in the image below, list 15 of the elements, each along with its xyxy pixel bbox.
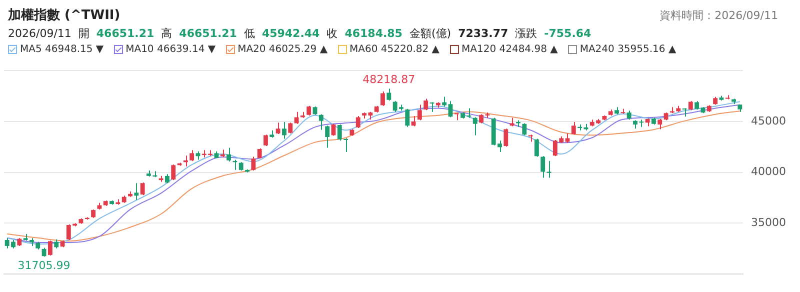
- legend-label: MA120 42484.98 ▲: [462, 44, 558, 55]
- text: 2026/09/11 開 46651.21 高 46651.21 低 45942.44 收 46184.85 金額(億) 7233.77 漲跌 -755.64: [8, 27, 592, 40]
- annotation: 31705.99: [18, 259, 70, 272]
- legend-label: MA240 35955.16 ▲: [580, 44, 676, 55]
- annotation: 48218.87: [362, 73, 416, 86]
- y-tick-label: 45000: [751, 114, 786, 128]
- legend-label: MA20 46025.29 ▲: [238, 44, 328, 55]
- legend-label: MA5 46948.15 ▼: [20, 44, 104, 55]
- chart-title: 加權指數 (^TWII): [8, 7, 120, 24]
- legend-label: MA10 46639.14 ▼: [126, 44, 216, 55]
- y-tick-label: 40000: [751, 165, 786, 178]
- candlestick: [528, 134, 533, 142]
- text: 資料時間：2026/09/11: [660, 8, 778, 23]
- y-tick-label: 35000: [751, 216, 786, 230]
- legend-label: MA60 45220.82 ▲: [350, 44, 440, 55]
